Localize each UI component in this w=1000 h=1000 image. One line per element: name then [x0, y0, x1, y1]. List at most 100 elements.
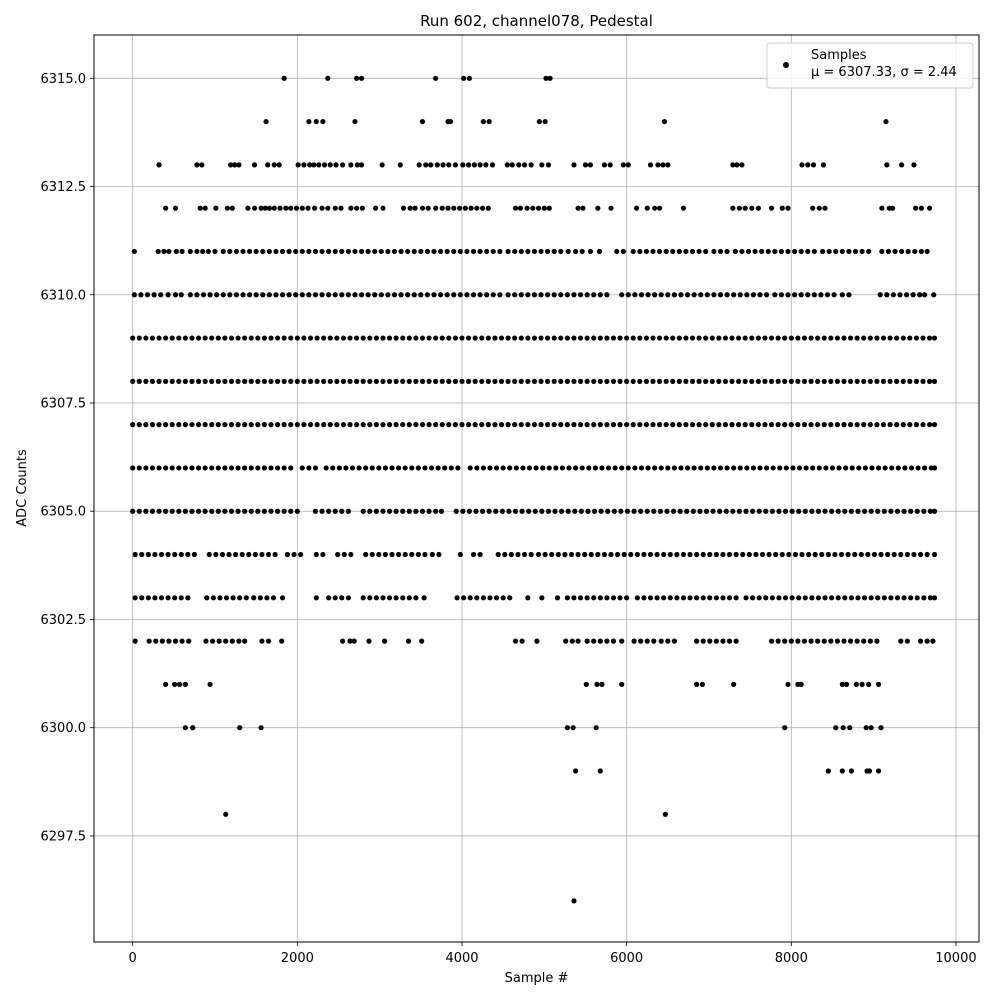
data-point: [217, 595, 223, 601]
data-point: [591, 595, 597, 601]
data-point: [670, 508, 677, 514]
data-point: [856, 465, 862, 471]
data-point: [130, 465, 136, 471]
data-point: [633, 205, 640, 211]
data-point: [696, 422, 702, 428]
data-point: [149, 335, 156, 341]
data-point: [841, 422, 847, 428]
data-point: [465, 422, 472, 428]
data-point: [854, 638, 860, 644]
data-point: [764, 292, 770, 298]
data-point: [340, 638, 346, 644]
data-point: [828, 638, 834, 644]
data-point: [398, 292, 404, 298]
plot-frame: [93, 34, 980, 943]
data-point: [745, 248, 752, 255]
data-point: [405, 638, 412, 644]
data-point: [521, 551, 528, 558]
data-point: [597, 768, 603, 774]
data-point: [884, 292, 890, 298]
data-point: [446, 422, 452, 428]
data-point: [798, 292, 804, 298]
data-point: [516, 162, 522, 168]
data-point: [519, 508, 525, 514]
data-point: [927, 595, 934, 601]
data-point: [546, 465, 552, 471]
data-point: [470, 551, 477, 558]
data-point: [687, 551, 693, 558]
data-point: [235, 508, 241, 514]
x-tick-label: 0: [129, 951, 137, 966]
data-point: [645, 292, 651, 298]
data-point: [380, 335, 386, 341]
data-point: [202, 422, 208, 428]
data-point: [645, 465, 651, 471]
data-point: [163, 422, 169, 428]
data-point: [604, 292, 610, 298]
data-point: [575, 551, 581, 558]
data-point: [619, 465, 625, 471]
data-point: [656, 248, 663, 255]
y-tick-label: 6297.5: [41, 829, 87, 844]
data-point: [260, 248, 266, 255]
data-point: [227, 292, 233, 298]
data-point: [922, 465, 928, 471]
data-point: [620, 162, 626, 168]
data-point: [190, 725, 196, 731]
data-point: [517, 205, 524, 211]
data-point: [538, 378, 544, 384]
data-point: [132, 638, 138, 644]
data-point: [713, 595, 719, 601]
data-point: [558, 378, 564, 384]
data-point: [258, 205, 264, 211]
data-point: [265, 162, 271, 168]
data-point: [413, 508, 419, 514]
data-point: [829, 508, 835, 514]
data-point: [647, 551, 654, 558]
data-point: [452, 378, 459, 384]
data-point: [472, 378, 478, 384]
data-point: [131, 292, 137, 298]
data-point: [406, 422, 412, 428]
data-point: [301, 162, 307, 168]
data-point: [759, 551, 766, 558]
data-point: [796, 508, 802, 514]
data-point: [757, 292, 763, 298]
data-point: [791, 292, 798, 298]
data-point: [235, 335, 241, 341]
data-point: [372, 205, 379, 211]
data-point: [604, 335, 610, 341]
data-point: [326, 595, 332, 601]
data-point: [661, 551, 667, 558]
data-point: [518, 292, 524, 298]
data-point: [853, 681, 859, 688]
data-point: [572, 508, 578, 514]
data-point: [369, 465, 375, 471]
data-point: [273, 292, 279, 298]
data-point: [604, 638, 610, 644]
data-point: [273, 248, 279, 255]
data-point: [582, 162, 589, 168]
data-point: [343, 465, 349, 471]
data-point: [464, 248, 470, 255]
data-point: [466, 75, 472, 81]
data-point: [182, 508, 188, 514]
data-point: [862, 465, 868, 471]
data-point: [288, 508, 294, 514]
data-point: [422, 465, 428, 471]
data-point: [612, 465, 618, 471]
data-point: [720, 638, 726, 644]
data-point: [749, 422, 755, 428]
data-point: [772, 292, 778, 298]
data-point: [545, 422, 551, 428]
data-point: [569, 638, 575, 644]
data-point: [729, 422, 735, 428]
data-point: [326, 248, 332, 255]
data-point: [931, 422, 938, 428]
data-point: [252, 551, 258, 558]
data-point: [169, 465, 175, 471]
data-point: [242, 508, 248, 514]
data-point: [731, 292, 737, 298]
data-point: [543, 75, 549, 81]
